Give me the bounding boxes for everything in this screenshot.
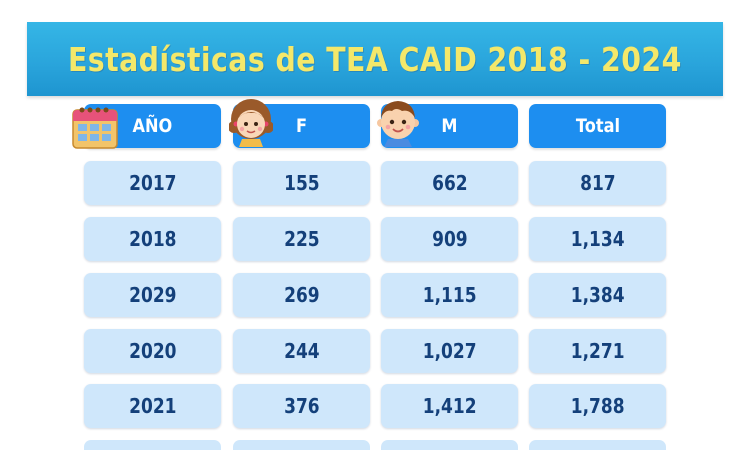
table-row-5-m: 1,412 — [381, 384, 518, 428]
calendar-icon — [72, 107, 118, 149]
cell-value: 662 — [431, 171, 468, 195]
cell-value: 1,271 — [570, 339, 625, 363]
header-female-label: F — [295, 115, 308, 137]
header-year-label: AÑO — [132, 115, 173, 137]
cell-value: 2017 — [128, 171, 177, 195]
page-title: Estadísticas de TEA CAID 2018 - 2024 — [68, 39, 682, 79]
header-total: Total — [529, 104, 666, 148]
table-row-3-f: 269 — [233, 273, 370, 317]
cell-value: 1,384 — [570, 283, 625, 307]
table-row-1-m: 662 — [381, 161, 518, 205]
table-row-4-f: 244 — [233, 329, 370, 373]
cell-value: 155 — [283, 171, 320, 195]
cell-value: 817 — [579, 171, 616, 195]
cell-value: 2021 — [128, 394, 177, 418]
table-row-4-m: 1,027 — [381, 329, 518, 373]
header-total-label: Total — [575, 115, 620, 137]
cell-value: 2018 — [128, 227, 177, 251]
header-male-label: M — [441, 115, 458, 137]
table-row-4-total: 1,271 — [529, 329, 666, 373]
table-row-2-total: 1,134 — [529, 217, 666, 261]
table-row-3-m: 1,115 — [381, 273, 518, 317]
table-row-6-year-partial — [84, 440, 221, 450]
cell-value: 376 — [283, 394, 320, 418]
cell-value: 2020 — [128, 339, 177, 363]
boy-face-icon — [377, 101, 419, 147]
cell-value: 909 — [431, 227, 468, 251]
table-row-5-total: 1,788 — [529, 384, 666, 428]
table-row-6-m-partial — [381, 440, 518, 450]
cell-value: 225 — [283, 227, 320, 251]
title-banner: Estadísticas de TEA CAID 2018 - 2024 — [27, 22, 723, 96]
table-row-5-year: 2021 — [84, 384, 221, 428]
cell-value: 1,115 — [422, 283, 477, 307]
cell-value: 1,788 — [570, 394, 625, 418]
cell-value: 2029 — [128, 283, 177, 307]
table-row-2-f: 225 — [233, 217, 370, 261]
table-row-1-total: 817 — [529, 161, 666, 205]
table-row-2-m: 909 — [381, 217, 518, 261]
table-row-1-f: 155 — [233, 161, 370, 205]
table-row-4-year: 2020 — [84, 329, 221, 373]
cell-value: 244 — [283, 339, 320, 363]
cell-value: 1,412 — [422, 394, 477, 418]
table-row-1-year: 2017 — [84, 161, 221, 205]
cell-value: 1,134 — [570, 227, 625, 251]
cell-value: 1,027 — [422, 339, 477, 363]
table-row-2-year: 2018 — [84, 217, 221, 261]
cell-value: 269 — [283, 283, 320, 307]
table-row-3-total: 1,384 — [529, 273, 666, 317]
girl-face-icon — [229, 99, 273, 147]
table-row-3-year: 2029 — [84, 273, 221, 317]
table-row-6-total-partial — [529, 440, 666, 450]
table-row-5-f: 376 — [233, 384, 370, 428]
table-row-6-f-partial — [233, 440, 370, 450]
